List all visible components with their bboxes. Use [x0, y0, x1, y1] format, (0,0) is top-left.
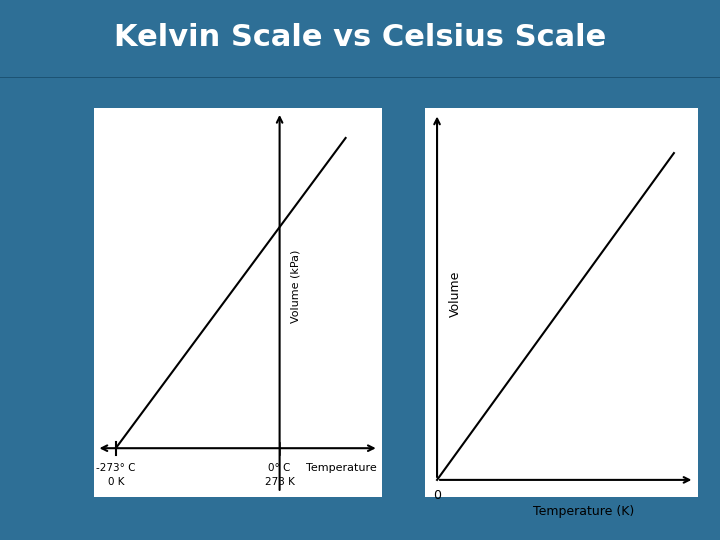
- Text: 0: 0: [433, 489, 441, 502]
- Text: -273° C: -273° C: [96, 463, 135, 473]
- Text: Temperature (K): Temperature (K): [534, 505, 635, 518]
- Text: Volume (kPa): Volume (kPa): [290, 249, 300, 323]
- Text: 0 K: 0 K: [107, 476, 124, 487]
- Text: 0° C: 0° C: [269, 463, 291, 473]
- Text: Kelvin Scale vs Celsius Scale: Kelvin Scale vs Celsius Scale: [114, 23, 606, 52]
- Text: 273 K: 273 K: [265, 476, 294, 487]
- Text: Temperature: Temperature: [306, 463, 377, 473]
- Text: Volume: Volume: [449, 271, 462, 317]
